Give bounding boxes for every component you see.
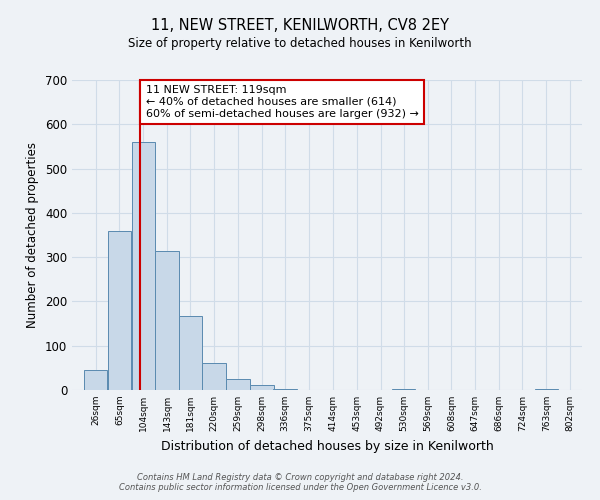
Bar: [535, 388, 558, 390]
Bar: [179, 316, 202, 390]
Bar: [131, 142, 155, 390]
Bar: [202, 364, 226, 390]
X-axis label: Distribution of detached houses by size in Kenilworth: Distribution of detached houses by size …: [161, 440, 493, 452]
Bar: [84, 370, 107, 390]
Bar: [274, 388, 297, 390]
Text: Size of property relative to detached houses in Kenilworth: Size of property relative to detached ho…: [128, 38, 472, 51]
Text: 11, NEW STREET, KENILWORTH, CV8 2EY: 11, NEW STREET, KENILWORTH, CV8 2EY: [151, 18, 449, 32]
Bar: [226, 379, 250, 390]
Text: Contains HM Land Registry data © Crown copyright and database right 2024.
Contai: Contains HM Land Registry data © Crown c…: [119, 473, 481, 492]
Bar: [392, 389, 415, 390]
Bar: [108, 232, 131, 390]
Y-axis label: Number of detached properties: Number of detached properties: [26, 142, 40, 328]
Text: 11 NEW STREET: 119sqm
← 40% of detached houses are smaller (614)
60% of semi-det: 11 NEW STREET: 119sqm ← 40% of detached …: [146, 86, 419, 118]
Bar: [250, 384, 274, 390]
Bar: [155, 250, 179, 390]
